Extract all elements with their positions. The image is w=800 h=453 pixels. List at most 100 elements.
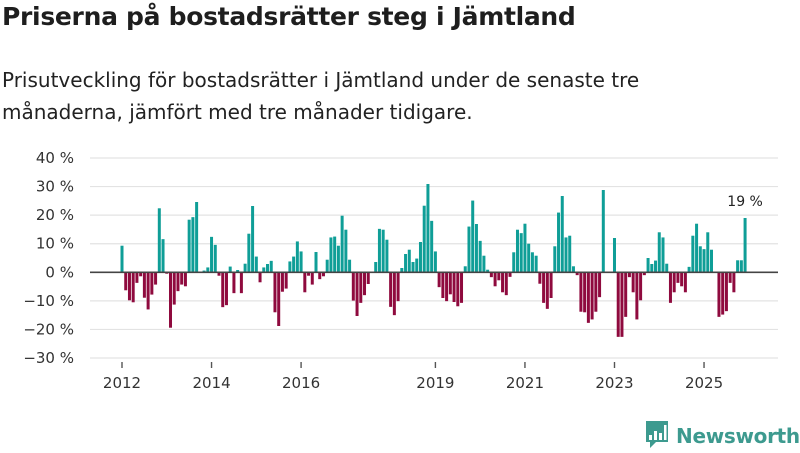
bar <box>340 215 344 273</box>
bar <box>169 272 172 328</box>
bar <box>624 272 628 317</box>
bar <box>612 238 616 273</box>
bar <box>676 272 680 283</box>
bar <box>404 254 408 273</box>
bar <box>262 267 266 273</box>
bar <box>474 224 478 273</box>
bar <box>359 272 363 303</box>
bar <box>325 259 329 273</box>
bar <box>157 208 161 273</box>
bar <box>497 272 501 281</box>
x-tick-label: 2016 <box>282 374 320 390</box>
bar <box>534 255 538 273</box>
y-tick-label: 0 % <box>45 263 74 281</box>
bar <box>627 272 631 278</box>
bar <box>135 272 139 283</box>
bar <box>437 272 441 288</box>
bar-layer <box>120 184 747 337</box>
bar-chart: −30 % −20 % −10 % 0 % 10 % 20 % 30 % 40 % 2012 20… <box>23 149 778 390</box>
bar <box>683 272 687 293</box>
y-tick-label: −30 % <box>23 349 74 367</box>
bar <box>321 272 325 277</box>
bar <box>616 272 620 337</box>
bar <box>120 245 124 273</box>
bar <box>501 272 505 293</box>
bar <box>515 229 519 273</box>
bar <box>586 272 590 323</box>
bar <box>310 272 314 285</box>
bar <box>724 272 728 312</box>
bar <box>426 184 430 273</box>
brand-logo: Newsworthy <box>644 419 800 453</box>
bar <box>314 252 318 273</box>
bar <box>545 272 549 309</box>
bar <box>411 262 415 273</box>
bar <box>318 272 322 280</box>
chart-title: Priserna på bostadsrätter steg i Jämtlan… <box>2 2 576 31</box>
bar <box>486 269 490 273</box>
bar <box>150 272 154 295</box>
y-tick-label: 30 % <box>36 178 74 196</box>
bar <box>385 239 389 273</box>
bar <box>736 260 740 273</box>
bar <box>348 259 352 273</box>
y-tick-label: −20 % <box>23 320 74 338</box>
bar <box>254 256 258 273</box>
bar <box>654 260 658 273</box>
bar <box>478 240 482 273</box>
bar <box>642 272 646 276</box>
bar <box>687 266 691 273</box>
y-tick-label: −10 % <box>23 292 74 310</box>
bar <box>594 272 598 312</box>
bar <box>224 272 228 306</box>
bar <box>523 223 527 273</box>
bar <box>303 272 307 293</box>
bar <box>512 252 516 273</box>
bar <box>351 272 355 301</box>
bar <box>680 272 684 287</box>
bar <box>695 223 699 273</box>
last-value-annotation: 19 % <box>727 194 763 210</box>
bar <box>568 235 572 273</box>
bar <box>489 272 493 278</box>
bar <box>590 272 594 320</box>
bar <box>743 218 747 273</box>
bar <box>672 272 676 293</box>
bar <box>191 217 195 273</box>
y-tick-label: 20 % <box>36 206 74 224</box>
bar <box>295 241 299 273</box>
bar <box>710 249 713 273</box>
bar <box>553 246 557 273</box>
bar <box>456 272 460 307</box>
bar <box>396 272 400 302</box>
bar <box>422 205 426 273</box>
bar <box>247 233 251 273</box>
bar <box>575 272 579 276</box>
bar <box>661 237 665 273</box>
bar <box>445 272 449 302</box>
bar <box>195 202 199 273</box>
bar <box>460 272 464 303</box>
bar <box>161 239 165 273</box>
bar <box>187 219 191 273</box>
y-tick-label: 10 % <box>36 235 74 253</box>
x-tick-label: 2019 <box>416 374 454 390</box>
bar <box>639 272 643 301</box>
bar <box>706 232 710 273</box>
bar <box>721 272 725 315</box>
bar <box>154 272 158 285</box>
bar <box>217 272 221 276</box>
bar <box>493 272 497 287</box>
x-tick-label: 2021 <box>506 374 544 390</box>
brand-name: Newsworthy <box>676 424 800 448</box>
bar <box>433 251 437 273</box>
bar <box>299 251 303 273</box>
bar <box>549 272 553 298</box>
bar <box>139 272 143 277</box>
bar <box>142 272 146 298</box>
bar <box>504 272 508 296</box>
bar <box>392 272 396 316</box>
bar <box>202 270 206 273</box>
bar <box>183 272 187 287</box>
bar <box>221 272 225 308</box>
